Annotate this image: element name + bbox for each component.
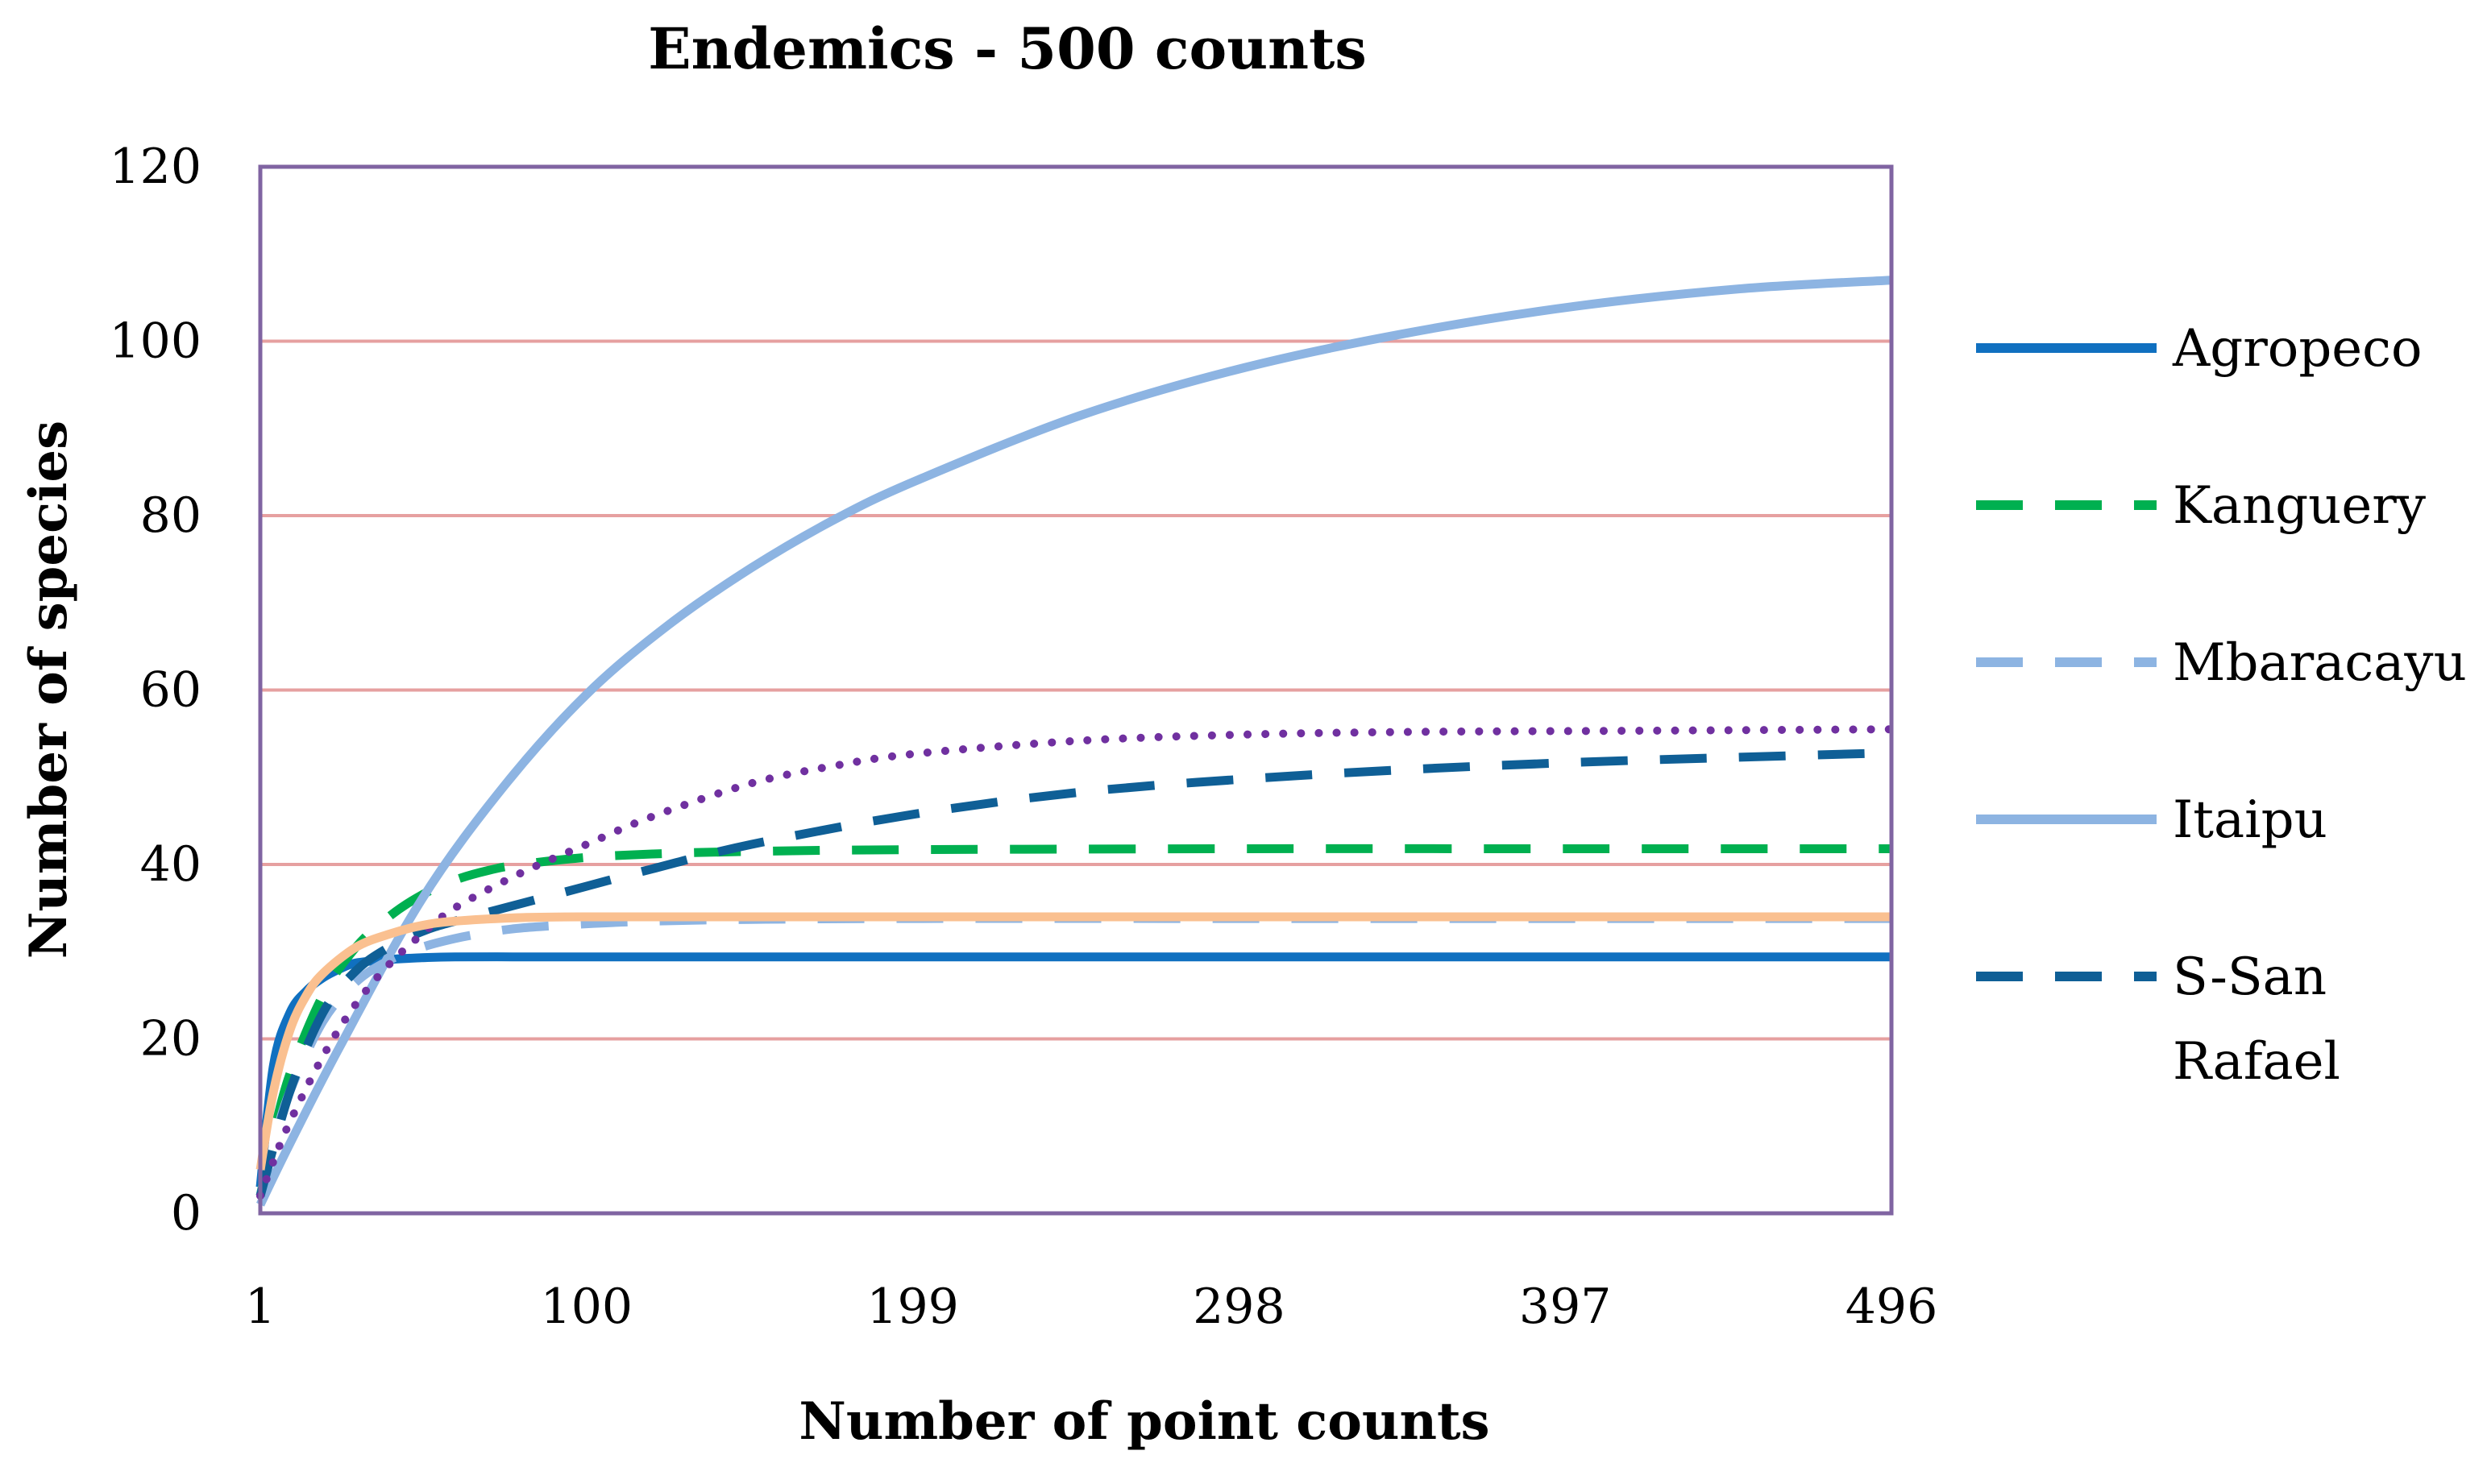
y-tick-label-100: 100 bbox=[109, 313, 201, 370]
chart-title: Endemics - 500 counts bbox=[648, 15, 1367, 82]
x-tick-label-100: 100 bbox=[541, 1279, 633, 1335]
series-line-series-7 bbox=[255, 912, 1891, 1171]
legend: Agropeco Kanguery Mbaracayu Itaipu S-San Rafa… bbox=[1976, 319, 2467, 1092]
series-line-itaipu bbox=[256, 276, 1892, 1207]
x-tick-label-298: 298 bbox=[1193, 1279, 1285, 1335]
legend-label-itaipu: Itaipu bbox=[2173, 790, 2327, 850]
series-line-kanguery bbox=[255, 844, 1891, 1197]
x-tick-label-397: 397 bbox=[1519, 1279, 1612, 1335]
x-tick-label-496: 496 bbox=[1846, 1279, 1938, 1335]
legend-label-agropeco: Agropeco bbox=[2172, 319, 2423, 379]
series-layer bbox=[255, 276, 1895, 1207]
series-line-s-san-rafael bbox=[255, 748, 1892, 1197]
plot-area-border bbox=[258, 164, 1894, 1216]
y-tick-label-60: 60 bbox=[140, 662, 201, 719]
y-tick-label-40: 40 bbox=[140, 836, 201, 893]
y-tick-label-120: 120 bbox=[109, 139, 201, 195]
series-line-series-6 bbox=[256, 725, 1895, 1200]
grid-layer bbox=[260, 339, 1891, 1041]
y-tick-label-20: 20 bbox=[140, 1011, 201, 1067]
y-tick-label-80: 80 bbox=[140, 487, 201, 544]
x-tick-label-199: 199 bbox=[866, 1279, 959, 1335]
x-tick-labels: 1 100 199 298 397 496 bbox=[245, 1279, 1937, 1335]
x-tick-label-1: 1 bbox=[245, 1279, 276, 1335]
legend-label-kanguery: Kanguery bbox=[2173, 476, 2426, 536]
series-line-mbaracayu bbox=[255, 914, 1891, 1197]
series-line-agropeco bbox=[255, 952, 1891, 1188]
y-axis-title: Number of species bbox=[19, 421, 79, 959]
x-axis-title: Number of point counts bbox=[799, 1391, 1489, 1452]
legend-label-s-san-rafael: S-San Rafael bbox=[2173, 947, 2340, 1092]
y-tick-labels: 0 20 40 60 80 100 120 bbox=[109, 139, 201, 1242]
y-tick-label-0: 0 bbox=[171, 1185, 201, 1242]
legend-label-mbaracayu: Mbaracayu bbox=[2173, 633, 2467, 693]
